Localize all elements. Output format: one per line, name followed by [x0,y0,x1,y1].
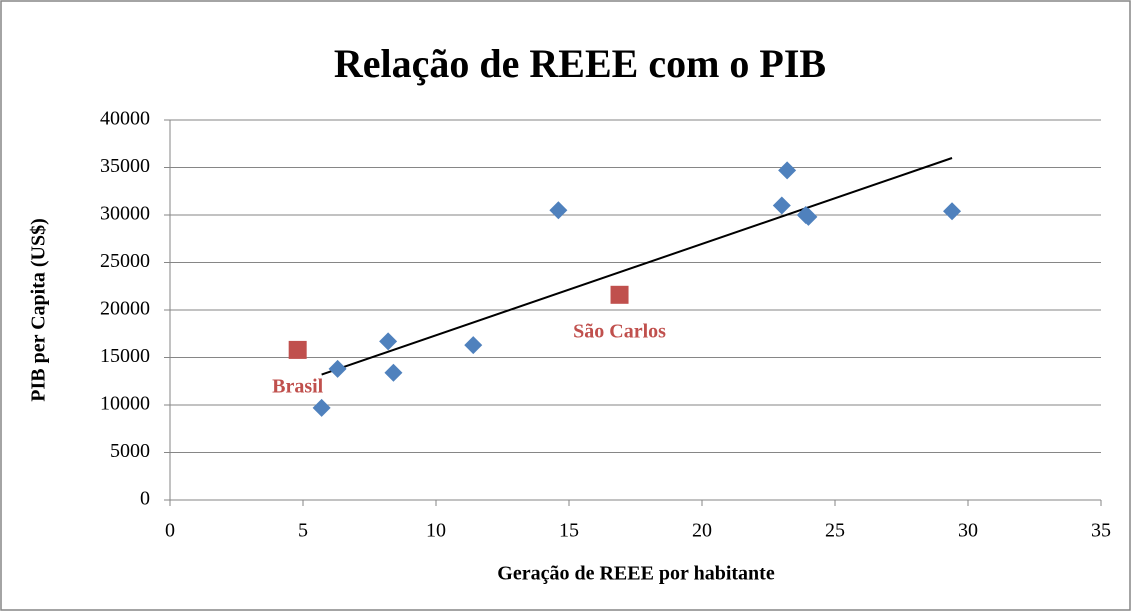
y-tick-label: 20000 [100,298,150,320]
diamond-marker [549,201,568,220]
y-tick-label: 15000 [100,345,150,367]
point-label: São Carlos [573,320,666,342]
y-tick-label: 35000 [100,155,150,177]
y-tick-label: 25000 [100,250,150,272]
chart-title: Relação de REEE com o PIB [334,41,826,86]
diamond-marker [778,161,797,180]
square-marker [610,285,629,304]
x-tick-label: 15 [559,520,579,542]
diamond-marker [384,363,403,382]
diamond-marker [799,207,818,226]
point-label: Brasil [272,375,324,397]
y-tick-label: 0 [140,488,150,510]
diamond-marker [464,336,483,355]
diamond-marker [312,398,331,417]
y-tick-label: 5000 [110,440,150,462]
diamond-marker [328,359,347,378]
y-tick-label: 30000 [100,203,150,225]
diamond-marker [379,332,398,351]
x-tick-label: 30 [958,520,978,542]
square-marker [288,340,307,359]
trendline [321,157,953,376]
x-tick-label: 10 [426,520,446,542]
x-tick-label: 25 [825,520,845,542]
x-tick-label: 35 [1091,520,1111,542]
x-axis-title: Geração de REEE por habitante [497,563,775,585]
diamond-marker [943,202,962,221]
diamond-marker [772,196,791,215]
y-axis-title: PIB per Capita (US$) [28,218,50,402]
x-tick-label: 0 [165,520,175,542]
x-tick-label: 5 [298,520,308,542]
y-tick-label: 10000 [100,393,150,415]
y-tick-label: 40000 [100,108,150,130]
x-tick-label: 20 [692,520,712,542]
